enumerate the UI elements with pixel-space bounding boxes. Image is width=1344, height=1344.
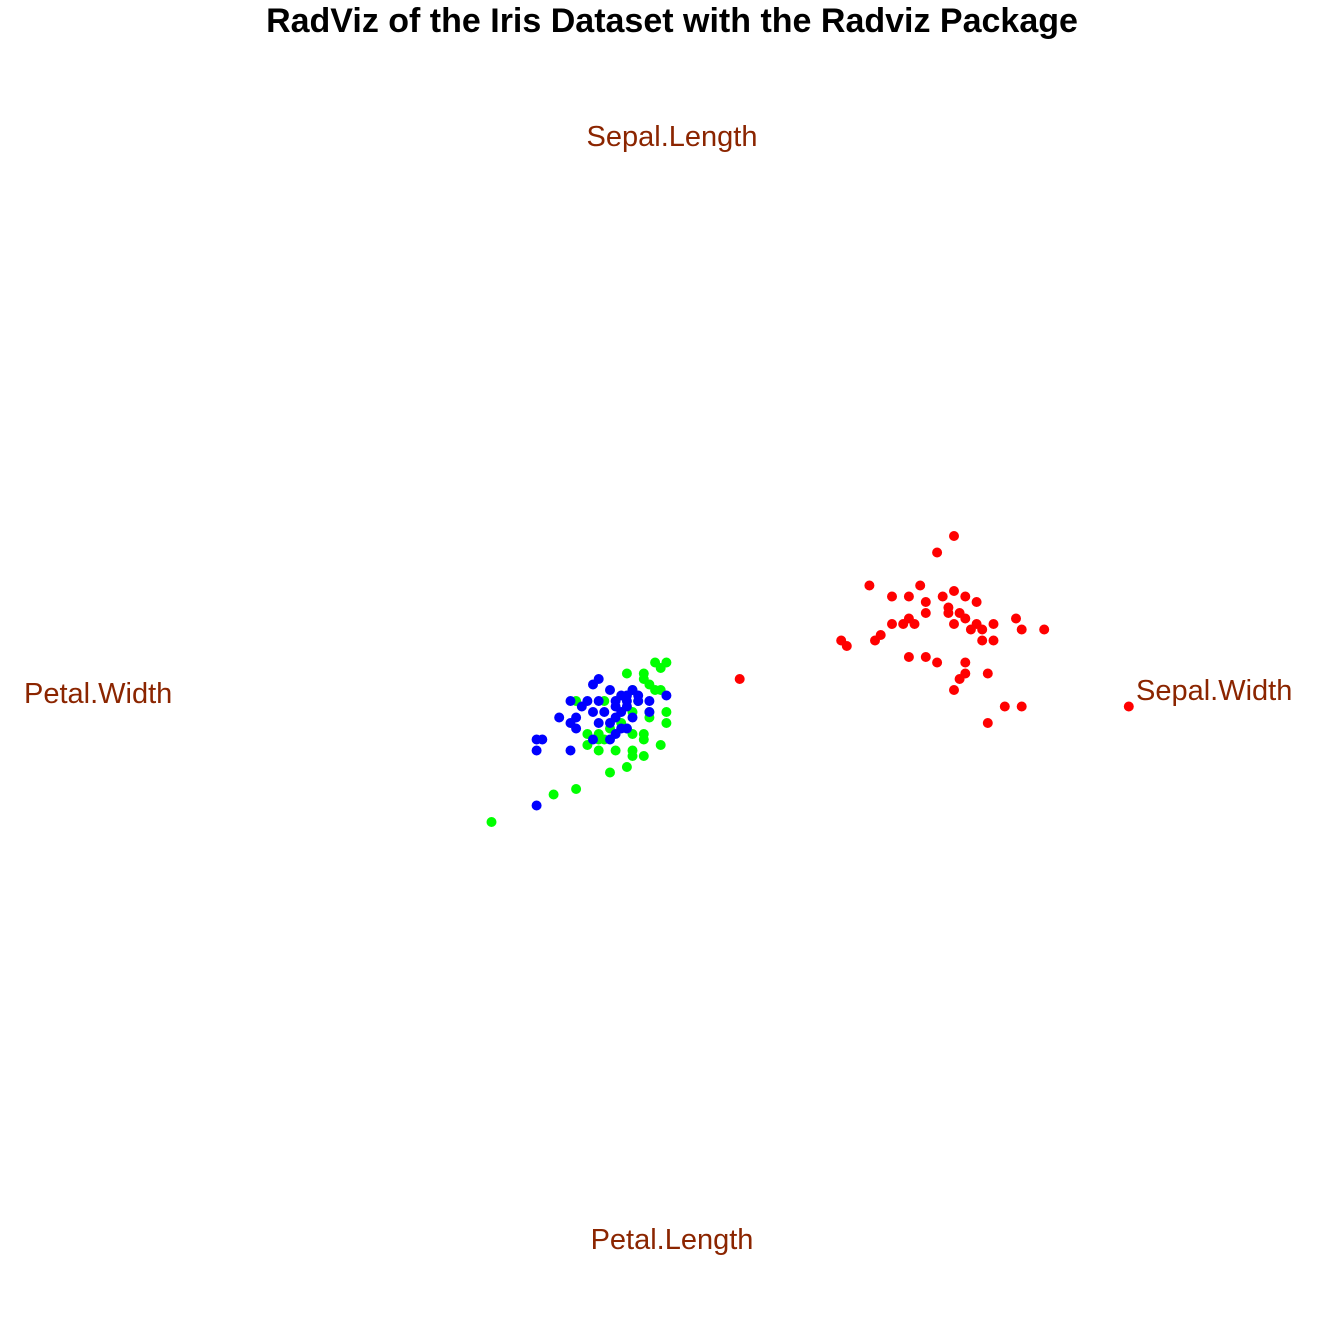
data-point-series-1: [960, 657, 971, 668]
data-point-series-3: [588, 707, 598, 717]
data-point-series-3: [531, 745, 542, 756]
data-point-series-3: [605, 685, 615, 695]
data-point-series-3: [565, 745, 576, 756]
data-point-series-1: [932, 547, 943, 558]
data-point-series-2: [661, 707, 672, 717]
data-point-series-3: [627, 712, 638, 723]
data-point-series-1: [915, 580, 926, 591]
data-point-series-1: [988, 619, 999, 629]
data-point-series-3: [605, 718, 615, 728]
data-point-series-3: [616, 707, 627, 717]
data-point-series-3: [593, 718, 604, 728]
data-point-series-1: [920, 608, 931, 618]
data-point-series-1: [1011, 613, 1021, 624]
data-point-series-3: [537, 734, 548, 745]
data-point-series-1: [949, 531, 959, 541]
data-point-series-1: [977, 624, 988, 635]
data-point-series-1: [999, 701, 1010, 712]
data-point-series-2: [621, 668, 632, 679]
data-point-series-2: [610, 745, 621, 756]
data-point-series-2: [655, 663, 666, 673]
data-point-series-1: [898, 619, 909, 629]
data-point-series-1: [887, 619, 897, 629]
data-point-series-2: [548, 789, 559, 800]
data-point-series-2: [661, 718, 672, 728]
data-point-series-3: [593, 696, 604, 706]
anchor-label-petal-length: Petal.Length: [591, 1224, 754, 1256]
data-point-series-1: [982, 668, 993, 679]
data-point-series-3: [644, 707, 655, 717]
data-point-series-1: [949, 586, 959, 596]
data-point-series-2: [593, 745, 604, 756]
data-point-series-1: [960, 613, 971, 624]
data-point-series-1: [943, 608, 954, 618]
data-point-series-2: [627, 751, 638, 761]
data-point-series-1: [734, 674, 745, 684]
data-point-series-3: [588, 734, 598, 745]
data-point-series-1: [960, 591, 971, 602]
anchor-label-sepal-length: Sepal.Length: [587, 121, 758, 153]
data-point-series-3: [633, 696, 644, 706]
data-point-series-1: [903, 652, 914, 662]
data-points: [486, 531, 1134, 827]
data-point-series-1: [971, 597, 982, 607]
data-point-series-3: [605, 734, 615, 745]
data-point-series-2: [621, 762, 632, 772]
data-point-series-3: [661, 690, 672, 701]
anchor-label-sepal-width: Sepal.Width: [1136, 675, 1292, 707]
data-point-series-1: [864, 580, 875, 591]
data-point-series-3: [531, 800, 542, 811]
data-point-series-2: [486, 817, 497, 827]
data-point-series-1: [920, 597, 931, 607]
data-point-series-3: [576, 701, 587, 712]
data-point-series-2: [638, 751, 649, 761]
chart-title: RadViz of the Iris Dataset with the Radv…: [266, 2, 1078, 40]
data-point-series-1: [920, 652, 931, 662]
data-point-series-1: [1016, 624, 1027, 635]
data-point-series-2: [638, 734, 649, 745]
data-point-series-3: [644, 696, 655, 706]
data-point-series-1: [909, 619, 920, 629]
data-point-series-3: [599, 707, 610, 717]
data-point-series-1: [932, 657, 943, 668]
data-point-series-3: [588, 679, 598, 690]
data-point-series-1: [875, 630, 886, 640]
data-point-series-1: [949, 685, 959, 695]
anchor-label-petal-width: Petal.Width: [24, 678, 172, 710]
data-point-series-1: [887, 591, 897, 602]
data-point-series-1: [1016, 701, 1027, 712]
data-point-series-1: [977, 635, 988, 646]
data-point-series-1: [841, 641, 852, 651]
data-point-series-3: [571, 723, 582, 734]
data-point-series-1: [982, 718, 993, 728]
data-point-series-1: [903, 591, 914, 602]
data-point-series-2: [571, 784, 582, 794]
data-point-series-3: [565, 696, 576, 706]
data-point-series-1: [1039, 624, 1050, 635]
data-point-series-2: [655, 740, 666, 750]
anchor-labels: Sepal.Length Sepal.Width Petal.Length Petal…: [24, 121, 1292, 1256]
data-point-series-3: [554, 712, 565, 723]
data-point-series-1: [937, 591, 948, 602]
data-point-series-1: [1123, 701, 1134, 712]
data-point-series-1: [949, 619, 959, 629]
data-point-series-1: [988, 635, 999, 646]
data-point-series-2: [605, 767, 615, 778]
data-point-series-1: [954, 674, 965, 684]
